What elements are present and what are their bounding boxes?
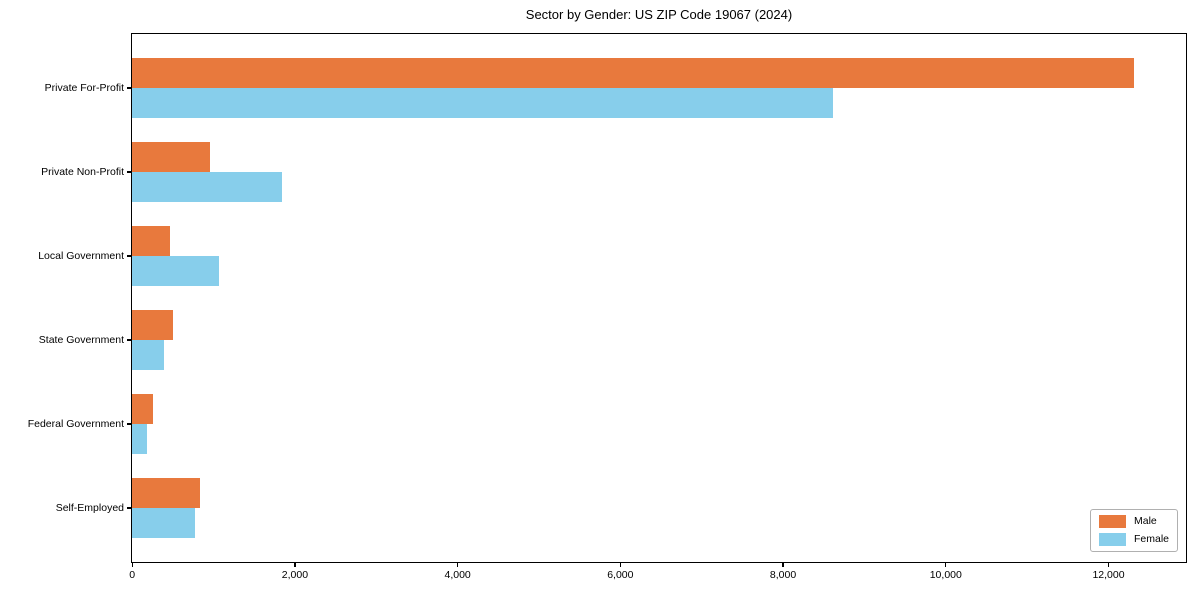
y-axis-tick	[127, 171, 131, 173]
legend-row-male: Male	[1098, 515, 1169, 528]
bar-female-self-employed	[132, 507, 195, 538]
x-axis-tick-label: 10,000	[929, 569, 962, 581]
y-axis-tick	[127, 507, 131, 509]
x-axis-tick	[131, 563, 133, 567]
y-axis-tick	[127, 423, 131, 425]
x-axis-tick	[619, 563, 621, 567]
y-axis-tick	[127, 255, 131, 257]
bar-male-private-non-profit	[132, 141, 211, 172]
bar-male-federal-government	[132, 393, 154, 424]
x-axis-tick-label: 0	[129, 569, 136, 581]
y-axis-tick	[127, 339, 131, 341]
y-axis-category-label: Local Government	[38, 250, 124, 262]
bar-male-local-government	[132, 225, 171, 256]
x-axis-tick	[457, 563, 459, 567]
x-axis-tick	[294, 563, 296, 567]
bar-female-state-government	[132, 339, 164, 370]
bar-male-private-for-profit	[132, 57, 1134, 88]
legend-swatch-male	[1098, 515, 1126, 528]
x-axis-tick	[945, 563, 947, 567]
y-axis-category-label: Private Non-Profit	[41, 166, 124, 178]
x-axis-tick-label: 4,000	[444, 569, 471, 581]
y-axis-category-label: Federal Government	[27, 418, 124, 430]
bar-male-state-government	[132, 309, 174, 340]
bar-female-federal-government	[132, 423, 147, 454]
chart-title: Sector by Gender: US ZIP Code 19067 (202…	[525, 7, 793, 22]
y-axis-category-label: State Government	[38, 334, 124, 346]
legend-row-female: Female	[1098, 533, 1169, 546]
bar-female-private-for-profit	[132, 87, 833, 118]
plot-area: Male Female	[131, 33, 1187, 563]
y-axis-tick	[127, 87, 131, 89]
x-axis-tick-label: 6,000	[607, 569, 634, 581]
x-axis-tick-label: 2,000	[281, 569, 309, 581]
bar-female-local-government	[132, 255, 220, 286]
x-axis-tick	[782, 563, 784, 567]
legend: Male Female	[1089, 509, 1178, 552]
y-axis-category-label: Private For-Profit	[44, 82, 124, 94]
bar-male-self-employed	[132, 477, 200, 508]
y-axis-category-label: Self-Employed	[55, 502, 124, 514]
x-axis-tick	[1107, 563, 1110, 567]
legend-swatch-female	[1098, 533, 1126, 546]
x-axis-tick-label: 8,000	[769, 569, 797, 581]
legend-label-male: Male	[1133, 515, 1157, 527]
x-axis-tick-label: 12,000	[1092, 569, 1125, 581]
bar-female-private-non-profit	[132, 171, 282, 202]
legend-label-female: Female	[1133, 533, 1169, 545]
